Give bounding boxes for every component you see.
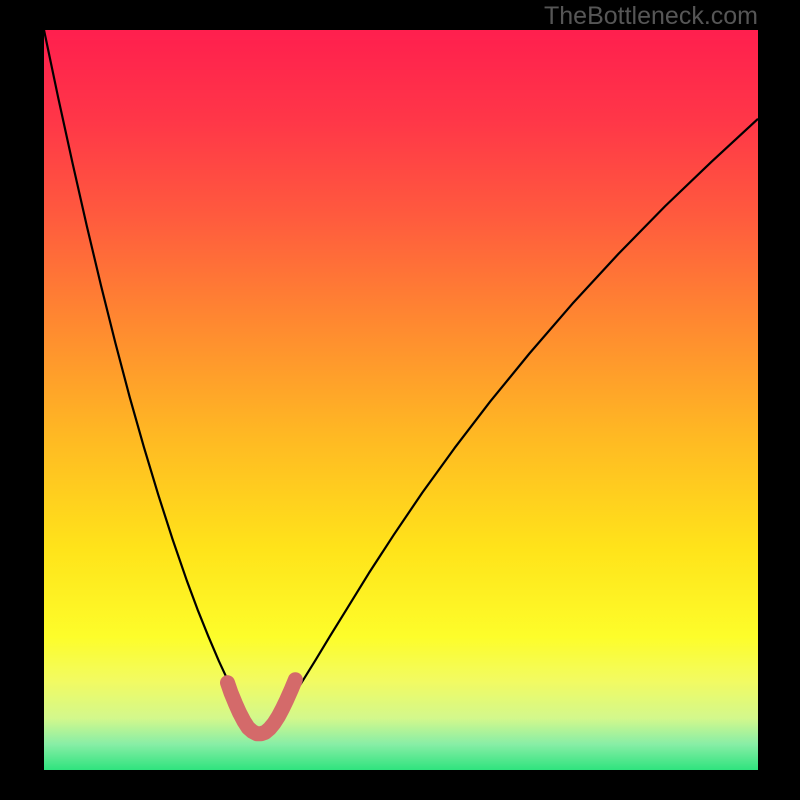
- plot-background: [44, 30, 758, 770]
- watermark-text: TheBottleneck.com: [544, 2, 758, 31]
- bottleneck-chart: [0, 0, 800, 800]
